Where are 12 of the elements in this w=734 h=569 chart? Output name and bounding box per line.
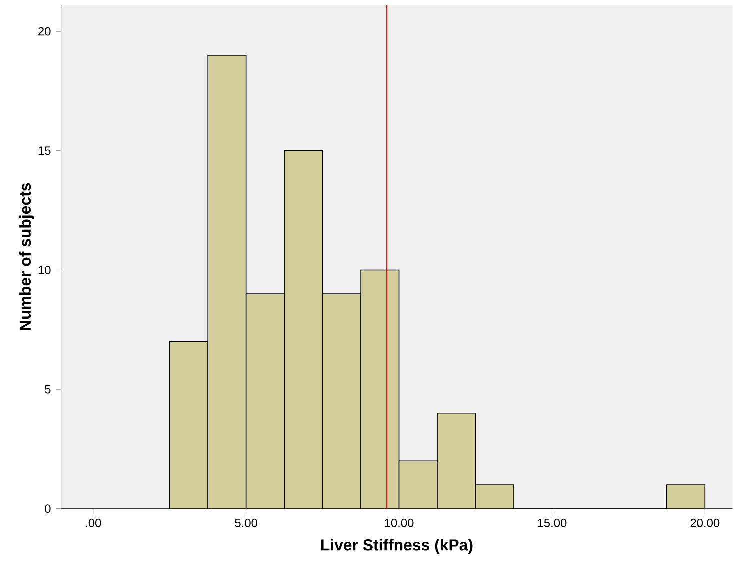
y-axis-title: Number of subjects <box>19 184 34 330</box>
x-tick-label: 5.00 <box>235 518 258 528</box>
y-tick-label: 10 <box>38 266 51 275</box>
x-tick-label: 15.00 <box>538 518 567 528</box>
x-tick-label: .00 <box>86 518 102 528</box>
x-tick-label: 20.00 <box>690 518 720 528</box>
x-axis-title: Liver Stiffness (kPa) <box>321 539 473 554</box>
x-tick-label: 10.00 <box>385 518 414 528</box>
y-tick-label: 20 <box>38 27 51 36</box>
y-tick-label: 0 <box>45 504 51 514</box>
y-tick-label: 15 <box>38 146 51 156</box>
y-tick-label: 5 <box>45 385 51 394</box>
